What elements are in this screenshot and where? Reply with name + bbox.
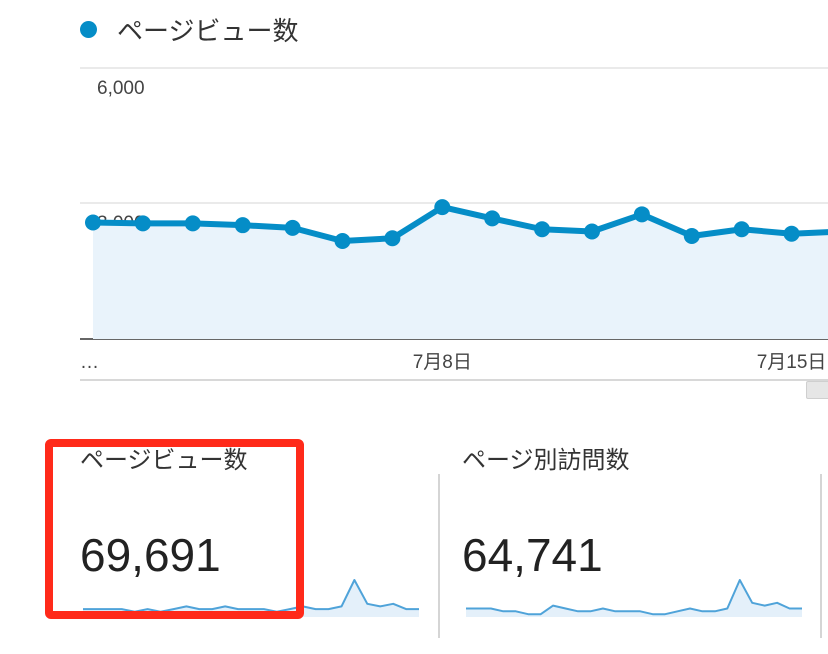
data-point[interactable]	[683, 228, 700, 245]
metric-value: 69,691	[80, 529, 221, 581]
legend-dot-icon	[80, 20, 97, 38]
metric-title: ページ別訪問数	[462, 447, 630, 474]
data-point[interactable]	[284, 219, 301, 236]
data-point[interactable]	[85, 214, 101, 231]
data-point[interactable]	[184, 215, 201, 232]
y-tick-label: 6,000	[97, 78, 145, 99]
metric-card-unique-pageviews[interactable]: ページ別訪問数 64,741	[462, 440, 802, 645]
data-point[interactable]	[584, 223, 600, 240]
data-point[interactable]	[733, 221, 750, 238]
x-tick-label: 7月8日	[413, 352, 472, 373]
x-tick-label: 7月15日	[757, 352, 827, 373]
data-point[interactable]	[534, 221, 551, 238]
x-tick-label: …	[80, 352, 99, 373]
highlight-box	[45, 439, 304, 619]
chart-legend[interactable]: ページビュー数	[80, 14, 298, 46]
data-point[interactable]	[434, 199, 451, 216]
data-point[interactable]	[334, 232, 351, 249]
series-area	[93, 207, 828, 339]
sparkline-line	[466, 579, 802, 616]
chart-scrollbar-handle[interactable]	[806, 381, 828, 399]
data-point[interactable]	[484, 210, 501, 227]
data-point[interactable]	[384, 230, 401, 247]
data-point[interactable]	[134, 215, 151, 232]
data-point[interactable]	[633, 206, 650, 223]
legend-label: ページビュー数	[117, 15, 299, 46]
pageviews-sparkline	[83, 579, 419, 617]
data-point[interactable]	[234, 217, 251, 234]
metric-title: ページビュー数	[80, 447, 248, 474]
sparkline-line	[83, 579, 419, 613]
data-point[interactable]	[783, 225, 800, 242]
chart-scrollbar-track[interactable]	[80, 379, 828, 381]
series-line	[90, 204, 828, 244]
metric-value: 64,741	[462, 529, 603, 581]
unique-pageviews-sparkline	[466, 579, 802, 617]
metric-card-pageviews[interactable]: ページビュー数 69,691	[80, 440, 420, 645]
card-divider	[820, 474, 822, 638]
card-divider	[438, 474, 440, 638]
